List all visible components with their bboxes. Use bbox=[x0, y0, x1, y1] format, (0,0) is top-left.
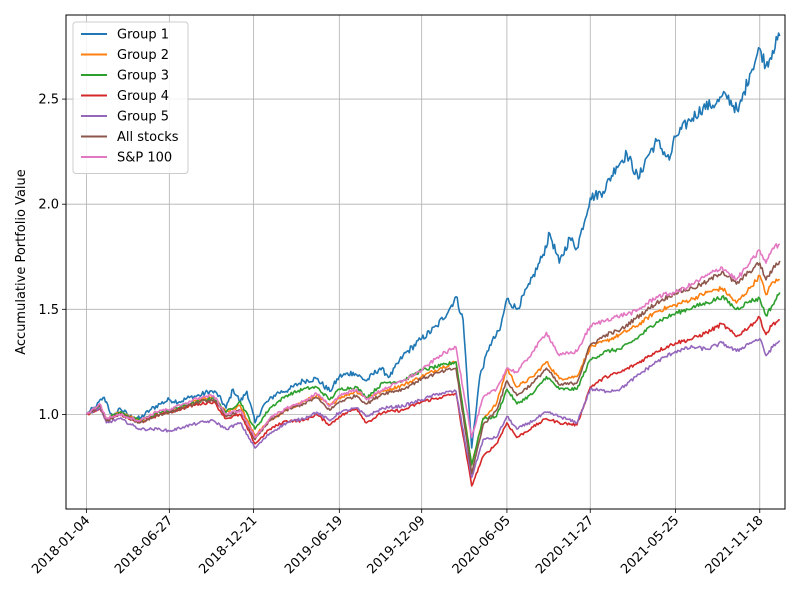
legend-label: Group 1 bbox=[117, 28, 169, 43]
y-tick-label: 2.0 bbox=[38, 198, 59, 213]
legend-label: Group 5 bbox=[117, 110, 169, 125]
legend-label: Group 2 bbox=[117, 48, 169, 63]
series-lines bbox=[85, 32, 781, 487]
legend: Group 1 Group 2 Group 3 Group 4 Group 5 All s… bbox=[72, 21, 189, 174]
y-axis-label: Accumulative Portfolio Value bbox=[14, 169, 29, 355]
y-axis: 1.0 1.5 2.0 2.5 bbox=[38, 93, 66, 423]
series-line-7 bbox=[85, 243, 781, 439]
y-tick-label: 1.5 bbox=[38, 303, 59, 318]
series-line-1 bbox=[85, 32, 781, 449]
y-tick-label: 2.5 bbox=[38, 93, 59, 108]
series-line-4 bbox=[86, 315, 780, 487]
legend-label: Group 3 bbox=[117, 69, 169, 84]
legend-label: S&P 100 bbox=[117, 151, 172, 166]
legend-label: All stocks bbox=[117, 130, 179, 145]
series-line-5 bbox=[85, 337, 781, 479]
y-tick-label: 1.0 bbox=[38, 408, 59, 423]
series-line-6 bbox=[86, 260, 781, 475]
legend-label: Group 4 bbox=[117, 89, 169, 104]
plot-frame bbox=[65, 14, 786, 510]
